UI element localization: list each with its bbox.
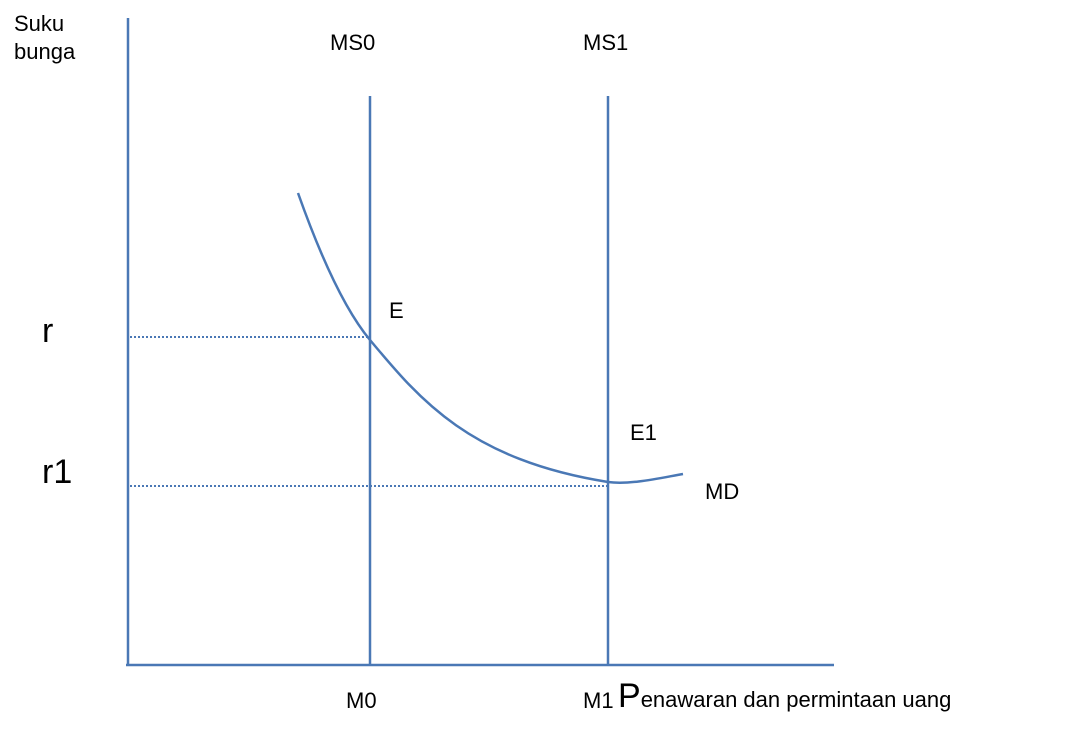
y-axis-label: Suku bunga xyxy=(14,10,104,66)
md-label: MD xyxy=(705,479,740,504)
y-axis-label-line2: bunga xyxy=(14,39,76,64)
r-label: r xyxy=(42,312,54,350)
r1-label: r1 xyxy=(42,453,73,491)
e1-label: E1 xyxy=(630,420,657,445)
y-axis-label-line1: Suku xyxy=(14,11,65,36)
m1-label: M1 xyxy=(583,688,614,713)
x-axis-label-rest: enawaran dan permintaan uang xyxy=(640,687,952,712)
e-label: E xyxy=(389,298,404,323)
ms1-label: MS1 xyxy=(583,30,629,55)
ms0-label: MS0 xyxy=(330,30,376,55)
x-axis-label: Penawaran dan permintaan uang xyxy=(618,676,951,720)
m0-label: M0 xyxy=(346,688,377,713)
x-axis-label-initial: P xyxy=(618,677,641,715)
md-curve xyxy=(296,192,684,484)
